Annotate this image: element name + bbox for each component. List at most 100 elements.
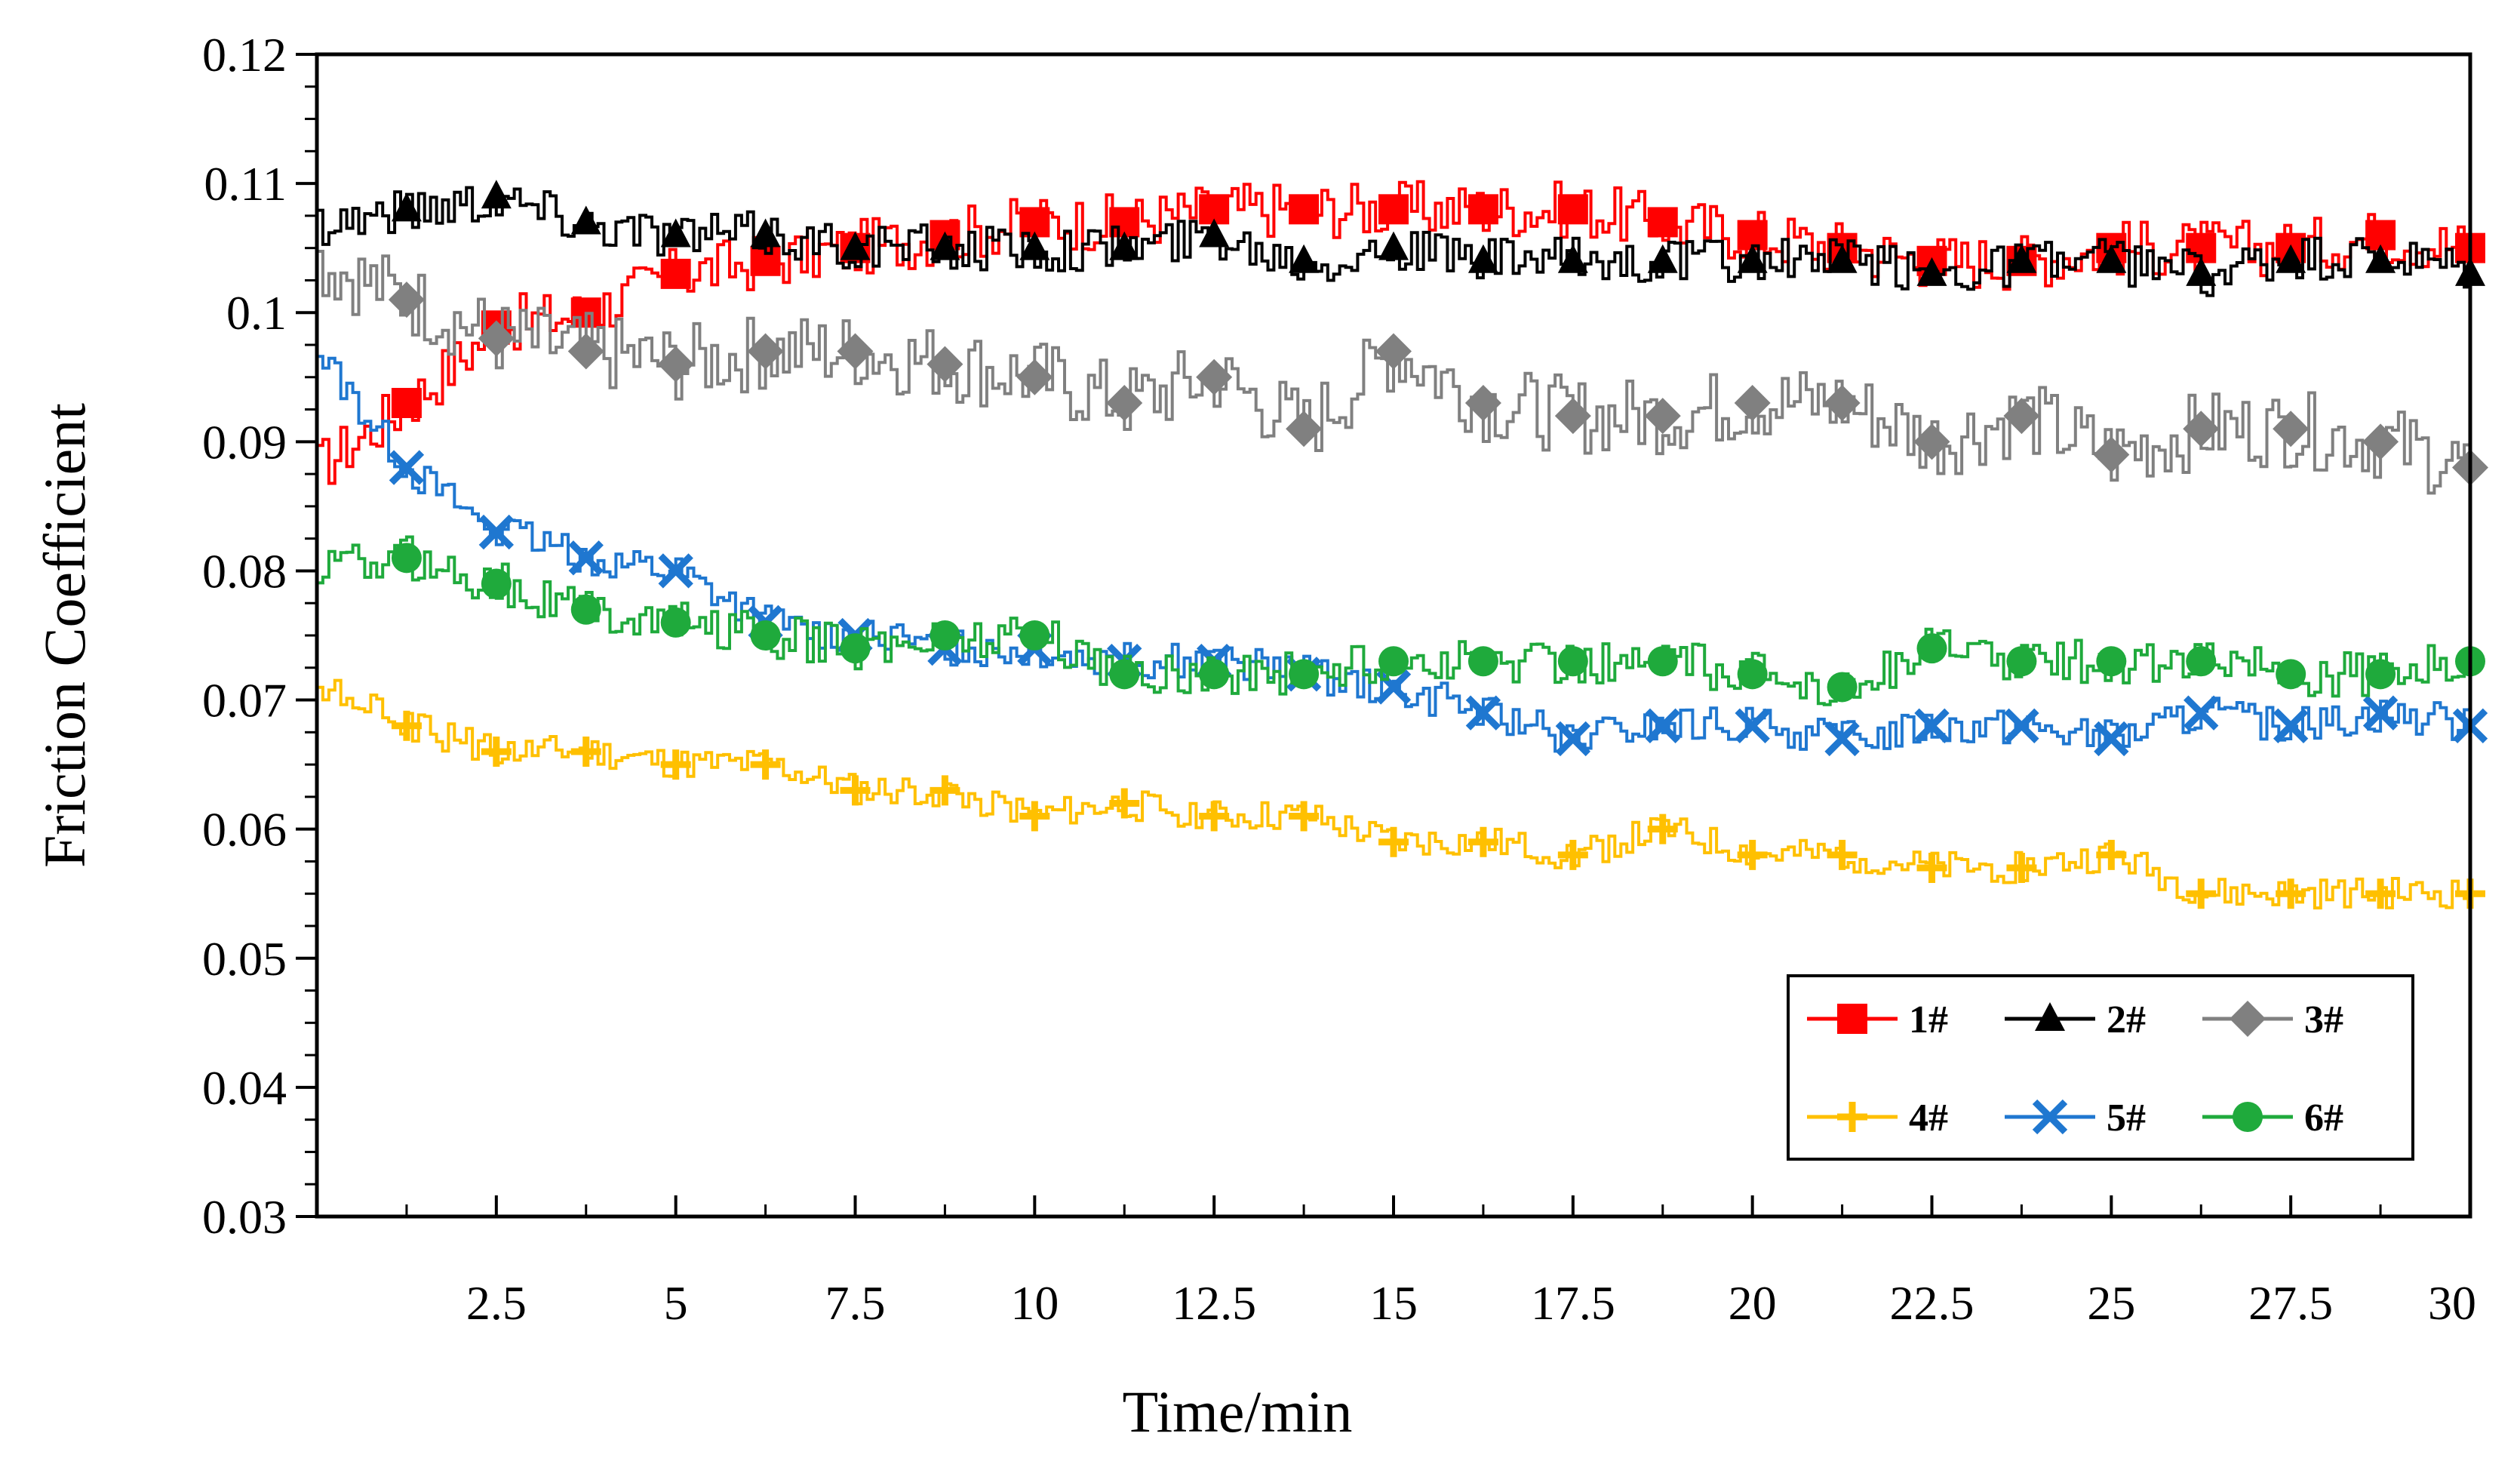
data-marker <box>1737 839 1768 870</box>
data-marker <box>2276 659 2306 690</box>
data-marker <box>1378 826 1409 857</box>
data-marker <box>1916 633 1947 664</box>
legend-marker <box>1837 1102 1867 1132</box>
data-marker <box>1914 708 1950 743</box>
data-marker <box>1824 385 1861 421</box>
data-marker <box>2094 721 2129 757</box>
data-marker <box>481 568 512 599</box>
data-marker <box>1737 659 1768 690</box>
data-marker <box>747 333 784 370</box>
data-marker <box>1737 244 1768 273</box>
data-marker <box>2365 244 2396 273</box>
data-marker <box>2362 423 2399 460</box>
legend-label: 2# <box>2107 998 2146 1041</box>
data-marker <box>1378 231 1409 260</box>
data-marker <box>840 231 871 260</box>
y-tick-label: 0.11 <box>204 157 287 211</box>
x-tick-label: 22.5 <box>1890 1276 1975 1330</box>
x-tick-label: 5 <box>664 1276 688 1330</box>
legend-label: 6# <box>2304 1097 2343 1140</box>
data-marker <box>1467 244 1498 273</box>
data-marker <box>2273 411 2309 448</box>
data-marker <box>750 749 781 780</box>
data-marker <box>1827 244 1858 273</box>
data-marker <box>391 710 422 741</box>
data-marker <box>2186 878 2217 909</box>
data-marker <box>2183 695 2219 731</box>
x-tick-label: 30 <box>2428 1276 2476 1330</box>
data-marker <box>570 594 601 625</box>
data-marker <box>750 218 781 248</box>
data-marker <box>930 231 960 260</box>
data-marker <box>2273 708 2309 743</box>
data-marker <box>1289 801 1320 832</box>
data-marker <box>1916 257 1947 286</box>
data-marker <box>1289 194 1320 225</box>
series-5 <box>317 355 2488 757</box>
data-marker <box>1109 788 1140 819</box>
series-line <box>317 355 2472 753</box>
series-line <box>317 678 2472 910</box>
data-marker <box>1557 839 1588 870</box>
data-marker <box>1016 358 1053 395</box>
data-marker <box>1109 659 1140 690</box>
legend: 1# 2# 3# 4# 5# 6# <box>1787 974 2414 1161</box>
data-marker <box>1827 672 1858 703</box>
data-marker <box>2096 244 2127 273</box>
data-marker <box>658 553 693 589</box>
series-3 <box>317 250 2488 495</box>
data-marker <box>837 333 874 370</box>
legend-label: 1# <box>1909 998 1948 1041</box>
data-marker <box>478 514 515 550</box>
data-marker <box>657 346 694 383</box>
x-tick-label: 10 <box>1010 1276 1059 1330</box>
data-marker <box>567 333 604 370</box>
data-marker <box>481 737 512 767</box>
data-marker <box>1557 646 1588 677</box>
data-marker <box>1827 839 1858 870</box>
x-tick-label: 2.5 <box>466 1276 527 1330</box>
data-marker <box>930 620 960 651</box>
data-marker <box>1465 695 1501 731</box>
x-tick-label: 27.5 <box>2248 1276 2333 1330</box>
series-6 <box>317 535 2485 706</box>
data-marker <box>1647 814 1678 844</box>
data-marker <box>570 205 601 235</box>
data-marker <box>1645 708 1680 743</box>
data-marker <box>2183 411 2220 448</box>
legend-marker <box>2230 1001 2266 1037</box>
data-marker <box>2096 839 2127 870</box>
data-marker <box>2186 646 2217 677</box>
data-marker <box>2003 398 2040 435</box>
y-tick-label: 0.06 <box>202 803 287 857</box>
data-marker <box>840 775 871 806</box>
data-marker <box>1289 659 1320 690</box>
data-marker <box>2362 695 2399 731</box>
x-tick-label: 15 <box>1369 1276 1418 1330</box>
data-marker <box>1106 385 1143 421</box>
y-tick-label: 0.04 <box>202 1061 287 1115</box>
data-marker <box>389 450 425 485</box>
y-tick-label: 0.08 <box>202 544 287 598</box>
data-marker <box>1734 385 1771 421</box>
data-marker <box>1647 244 1678 273</box>
y-tick-label: 0.12 <box>202 28 287 82</box>
data-marker <box>2096 646 2127 677</box>
series-2 <box>317 180 2485 297</box>
y-axis-title: Friction Coefficient <box>32 403 97 868</box>
data-marker <box>1019 620 1050 651</box>
data-marker <box>930 775 960 806</box>
data-marker <box>2365 659 2396 690</box>
data-marker <box>1199 659 1230 690</box>
legend-marker <box>2233 1102 2263 1132</box>
x-tick-label: 17.5 <box>1531 1276 1615 1330</box>
y-tick-label: 0.05 <box>202 932 287 986</box>
x-axis-title: Time/min <box>1123 1379 1353 1444</box>
data-marker <box>1647 207 1678 238</box>
legend-label: 4# <box>1909 1097 1948 1140</box>
data-marker <box>2276 244 2306 273</box>
data-marker <box>1916 853 1947 883</box>
y-tick-label: 0.09 <box>202 415 287 469</box>
data-marker <box>388 281 425 318</box>
data-marker <box>2006 646 2037 677</box>
